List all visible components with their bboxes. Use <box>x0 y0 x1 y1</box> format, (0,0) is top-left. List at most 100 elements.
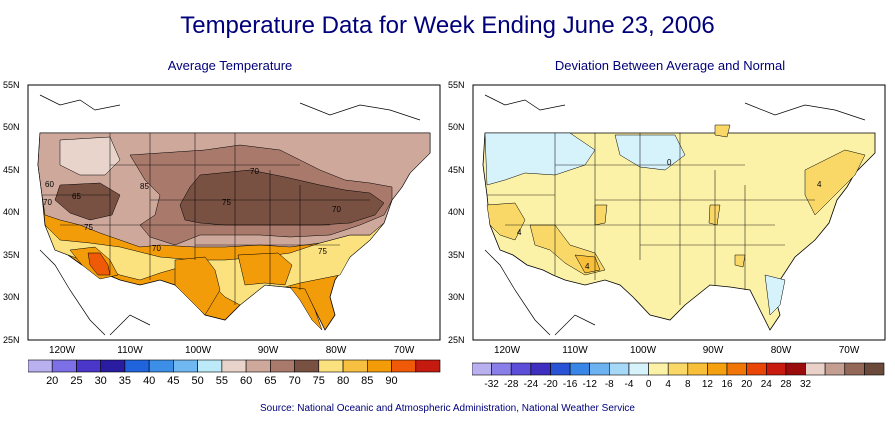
legend-color-box <box>173 359 198 373</box>
contour-label: 85 <box>140 182 149 191</box>
lat-label: 40N <box>3 207 20 217</box>
legend-color-box <box>844 362 865 376</box>
legend-color-box <box>221 359 247 373</box>
average-temperature-map: 55N 50N 45N 40N 35N 30N 25N 120W 110W 10… <box>3 80 441 356</box>
legend-color-box <box>589 362 610 376</box>
legend-color-box <box>667 362 689 376</box>
legend-label: 75 <box>313 375 325 387</box>
legend-color-box <box>294 359 320 373</box>
contour-label: 70 <box>332 205 341 214</box>
lon-label: 100W <box>185 345 212 356</box>
lat-label: 25N <box>448 335 465 345</box>
lon-label: 110W <box>117 345 143 356</box>
legend-label: 70 <box>288 375 300 387</box>
legend-color-box <box>765 362 787 376</box>
deviation-map: 55N 50N 45N 40N 35N 30N 25N 120W 110W 10… <box>448 80 886 356</box>
legend-label: 35 <box>119 375 131 387</box>
legend-label: 65 <box>264 375 276 387</box>
lat-label: 25N <box>3 335 20 345</box>
legend-label: -24 <box>524 379 539 390</box>
right-map-subtitle: Deviation Between Average and Normal <box>554 58 786 73</box>
legend-color-box <box>628 362 649 376</box>
lon-label: 70W <box>394 345 415 356</box>
lat-label: 55N <box>448 80 465 90</box>
legend-color-box <box>687 362 708 376</box>
legend-color-box <box>569 362 590 376</box>
legend-color-box <box>785 362 806 376</box>
legend-color-box <box>270 359 295 373</box>
contour-label: 75 <box>84 223 93 232</box>
legend-label: 90 <box>385 375 397 387</box>
legend-color-box <box>318 359 344 373</box>
legend-color-box <box>530 362 551 376</box>
legend-label: 24 <box>761 379 773 390</box>
lon-label: 110W <box>562 345 588 356</box>
legend-color-box <box>245 359 271 373</box>
source-note: Source: National Oceanic and Atmospheric… <box>259 403 635 414</box>
lat-label: 50N <box>448 122 465 132</box>
legend-label: 30 <box>95 375 107 387</box>
lon-label: 120W <box>494 345 521 356</box>
legend-color-box <box>648 362 669 376</box>
legend-label: 60 <box>240 375 252 387</box>
lat-label: 35N <box>3 250 20 260</box>
legend-label: -12 <box>582 379 597 390</box>
legend-label: 20 <box>741 379 753 390</box>
legend-label: 45 <box>167 375 179 387</box>
legend-color-box <box>76 359 102 373</box>
lon-label: 120W <box>49 345 76 356</box>
lon-label: 80W <box>771 345 792 356</box>
legend-color-box <box>550 362 571 376</box>
contour-label: 70 <box>43 198 52 207</box>
contour-label: 0 <box>667 158 672 167</box>
legend-color-box <box>366 359 392 373</box>
legend-label: -28 <box>504 379 519 390</box>
average-temperature-legend: 20 25 30 35 40 45 50 55 60 65 70 75 80 85 90 <box>28 359 441 387</box>
legend-label: -16 <box>563 379 578 390</box>
legend-color-box <box>510 362 532 376</box>
contour-label: 60 <box>45 180 54 189</box>
legend-color-box <box>391 359 417 373</box>
legend-color-box <box>491 362 512 376</box>
lon-label: 100W <box>630 345 657 356</box>
contour-label: 75 <box>318 247 327 256</box>
lon-label: 90W <box>258 345 279 356</box>
legend-label: 85 <box>361 375 373 387</box>
lat-label: 35N <box>448 250 465 260</box>
legend-label: 32 <box>800 379 812 390</box>
legend-color-box <box>746 362 767 376</box>
legend-color-box <box>415 359 441 373</box>
contour-label: 4 <box>517 228 522 237</box>
legend-color-box <box>609 362 630 376</box>
legend-label: -32 <box>484 379 499 390</box>
legend-label: 12 <box>702 379 714 390</box>
legend-color-box <box>197 359 223 373</box>
lat-label: 45N <box>3 165 20 175</box>
legend-color-box <box>707 362 728 376</box>
contour-label: 75 <box>222 198 231 207</box>
lat-label: 50N <box>3 122 20 132</box>
legend-color-box <box>824 362 846 376</box>
legend-color-box <box>124 359 150 373</box>
legend-label: 25 <box>70 375 82 387</box>
lon-label: 80W <box>326 345 347 356</box>
legend-label: 40 <box>143 375 155 387</box>
legend-color-box <box>342 359 368 373</box>
legend-label: 50 <box>191 375 203 387</box>
page-title: Temperature Data for Week Ending June 23… <box>180 12 715 39</box>
legend-color-box <box>100 359 126 373</box>
lat-label: 30N <box>448 292 465 302</box>
legend-label: 20 <box>46 375 58 387</box>
contour-label: 4 <box>817 180 822 189</box>
legend-label: 55 <box>216 375 228 387</box>
contour-label: 4 <box>585 262 590 271</box>
legend-label: 28 <box>780 379 792 390</box>
lat-label: 55N <box>3 80 20 90</box>
deviation-legend: -32 -28 -24 -20 -16 -12 -8 -4 0 4 8 12 16 20 24 28 32 <box>472 362 885 390</box>
legend-color-box <box>472 362 492 376</box>
legend-label: -20 <box>543 379 558 390</box>
contour-label: 65 <box>72 192 81 201</box>
lon-label: 90W <box>703 345 724 356</box>
lat-label: 40N <box>448 207 465 217</box>
lon-label: 70W <box>839 345 860 356</box>
